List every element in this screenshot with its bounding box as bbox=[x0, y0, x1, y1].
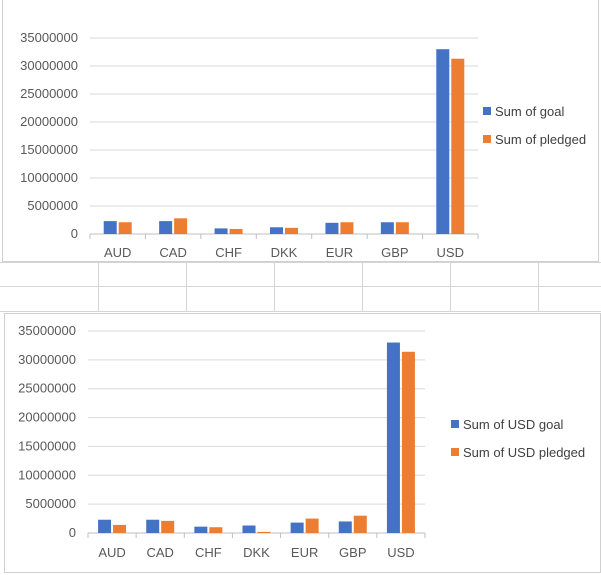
x-tick-label: CHF bbox=[195, 545, 222, 560]
bar-gbp-series-2 bbox=[353, 515, 367, 533]
x-tick-label: USD bbox=[437, 245, 464, 260]
bar-dkk-series-1 bbox=[270, 227, 283, 234]
sheet-gridline bbox=[0, 286, 601, 287]
x-tick-label: CHF bbox=[215, 245, 242, 260]
y-tick-label: 10000000 bbox=[18, 467, 76, 482]
x-tick-label: EUR bbox=[326, 245, 353, 260]
y-tick-label: 30000000 bbox=[20, 58, 78, 73]
legend-label-series-2: Sum of USD pledged bbox=[463, 445, 585, 460]
chart-goal-pledged[interactable]: 0 5000000 10000000 15000000 20000000 25000000… bbox=[2, 0, 599, 262]
bar-cad-series-2 bbox=[174, 218, 188, 234]
x-tick-label: GBP bbox=[381, 245, 408, 260]
bar-cad-series-1 bbox=[159, 221, 173, 234]
bar-usd-series-2 bbox=[401, 351, 415, 533]
y-tick-label: 35000000 bbox=[20, 30, 78, 45]
y-tick-label: 10000000 bbox=[20, 170, 78, 185]
x-tick-label: USD bbox=[387, 545, 414, 560]
x-tick-label: GBP bbox=[339, 545, 366, 560]
bar-gbp-series-2 bbox=[395, 222, 409, 234]
sheet-gridline bbox=[538, 262, 539, 312]
bar-chf-series-1 bbox=[194, 526, 208, 533]
bar-eur-series-2 bbox=[305, 518, 319, 533]
bar-chf-series-1 bbox=[214, 228, 228, 234]
bar-aud-series-2 bbox=[113, 524, 127, 533]
x-tick-label: DKK bbox=[271, 245, 298, 260]
y-tick-label: 5000000 bbox=[27, 198, 78, 213]
bar-gbp-series-1 bbox=[380, 222, 394, 234]
y-tick-label: 5000000 bbox=[25, 496, 76, 511]
sheet-gridline bbox=[0, 262, 601, 263]
legend-swatch-series-1 bbox=[451, 420, 459, 428]
y-tick-label: 35000000 bbox=[18, 323, 76, 338]
bar-cad-series-1 bbox=[146, 519, 160, 533]
x-tick-label: CAD bbox=[159, 245, 186, 260]
x-tick-label: AUD bbox=[104, 245, 131, 260]
sheet-gridline bbox=[0, 311, 601, 312]
x-tick-label: CAD bbox=[146, 545, 173, 560]
bar-eur-series-1 bbox=[290, 522, 304, 533]
chart-usd-goal-pledged[interactable]: 0 5000000 10000000 15000000 20000000 25000000… bbox=[4, 313, 601, 573]
x-tick-label: AUD bbox=[98, 545, 125, 560]
y-tick-label: 15000000 bbox=[20, 142, 78, 157]
bar-dkk-series-1 bbox=[242, 525, 256, 533]
sheet-gridline bbox=[450, 262, 451, 312]
y-tick-label: 0 bbox=[69, 525, 76, 540]
bar-eur-series-1 bbox=[325, 222, 339, 234]
y-tick-label: 20000000 bbox=[20, 114, 78, 129]
x-tick-label: EUR bbox=[291, 545, 318, 560]
legend-swatch-series-2 bbox=[483, 135, 491, 143]
y-tick-label: 25000000 bbox=[18, 381, 76, 396]
legend-swatch-series-1 bbox=[483, 107, 491, 115]
y-tick-label: 20000000 bbox=[18, 410, 76, 425]
bar-eur-series-2 bbox=[340, 222, 354, 234]
chart-goal-pledged-svg: 0 5000000 10000000 15000000 20000000 25000000… bbox=[20, 30, 586, 260]
bar-chf-series-2 bbox=[229, 228, 243, 234]
y-tick-label: 15000000 bbox=[18, 438, 76, 453]
legend-label-series-1: Sum of USD goal bbox=[463, 417, 564, 432]
sheet-gridline bbox=[98, 262, 99, 312]
sheet-gridline bbox=[274, 262, 275, 312]
sheet-gridline bbox=[362, 262, 363, 312]
y-tick-label: 0 bbox=[71, 226, 78, 241]
y-tick-label: 30000000 bbox=[18, 352, 76, 367]
bar-aud-series-1 bbox=[103, 221, 117, 234]
legend-swatch-series-2 bbox=[451, 448, 459, 456]
x-tick-label: DKK bbox=[243, 545, 270, 560]
bar-aud-series-1 bbox=[98, 519, 112, 533]
bar-gbp-series-1 bbox=[338, 521, 352, 533]
bar-dkk-series-2 bbox=[285, 227, 298, 234]
bar-usd-series-1 bbox=[386, 342, 400, 533]
bar-cad-series-2 bbox=[161, 520, 175, 533]
bar-usd-series-2 bbox=[451, 58, 465, 234]
legend-label-series-2: Sum of pledged bbox=[495, 132, 586, 147]
bar-chf-series-2 bbox=[209, 527, 223, 533]
sheet-gridline bbox=[186, 262, 187, 312]
bar-dkk-series-2 bbox=[257, 531, 271, 533]
chart-usd-goal-pledged-svg: 0 5000000 10000000 15000000 20000000 25000000… bbox=[18, 323, 585, 560]
legend-label-series-1: Sum of goal bbox=[495, 104, 564, 119]
bar-aud-series-2 bbox=[118, 222, 132, 234]
bar-usd-series-1 bbox=[436, 49, 450, 235]
y-tick-label: 25000000 bbox=[20, 86, 78, 101]
